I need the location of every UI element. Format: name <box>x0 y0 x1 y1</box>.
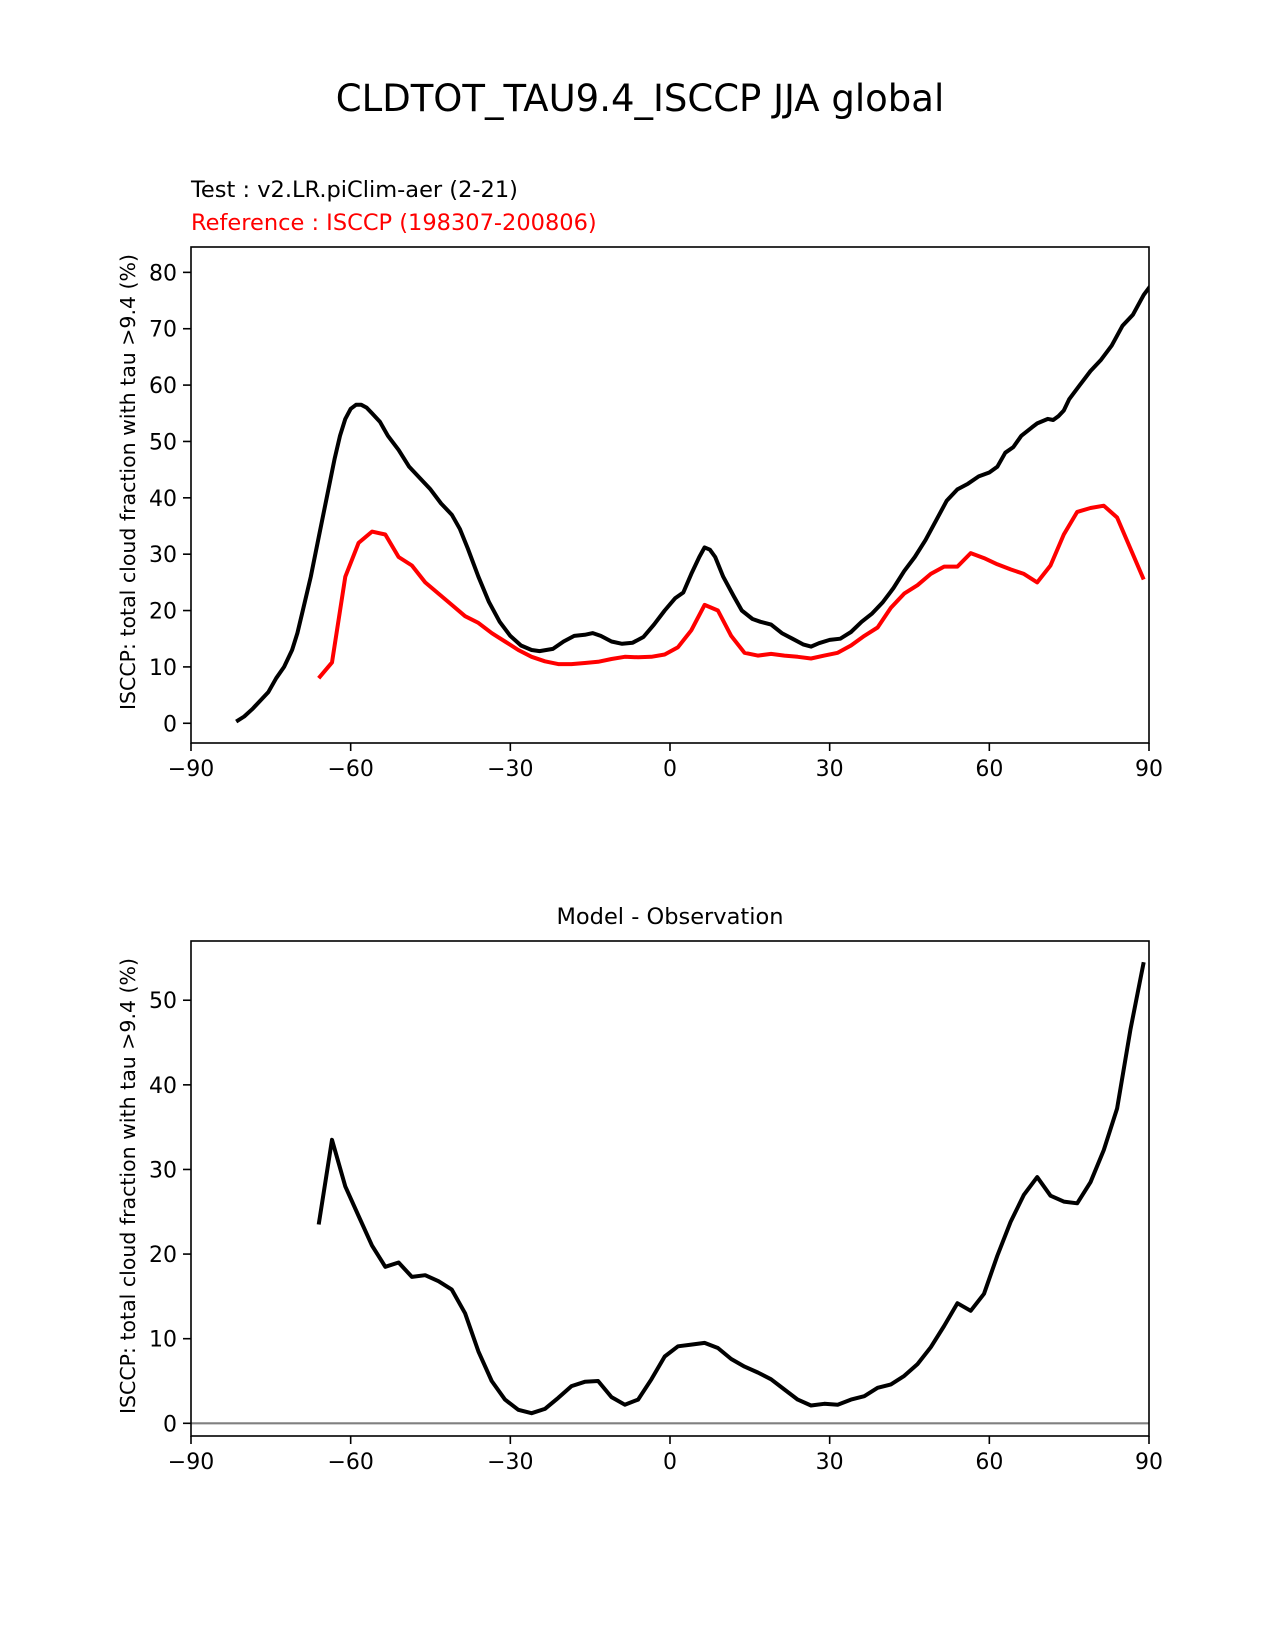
x-tick-label: 60 <box>975 757 1003 782</box>
axes-frame <box>190 940 1150 1437</box>
y-tick-label: 30 <box>149 1158 177 1183</box>
x-tick-label: 0 <box>663 757 677 782</box>
x-tick-label: −90 <box>168 1450 214 1475</box>
main-comparison-panel: Test : v2.LR.piClim-aer (2-21) Reference… <box>116 177 1163 782</box>
reference-series-line <box>317 503 1146 680</box>
reference-label: Reference : ISCCP (198307-200806) <box>191 210 597 236</box>
x-tick-label: 30 <box>816 1450 844 1475</box>
y-tick-label: 40 <box>149 487 177 512</box>
diff-title: Model - Observation <box>557 904 784 930</box>
x-tick-label: 30 <box>816 757 844 782</box>
y-tick-label: 10 <box>149 656 177 681</box>
axes-frame <box>190 246 1150 744</box>
y-tick-label: 0 <box>163 712 177 737</box>
x-tick-label: −90 <box>168 757 214 782</box>
x-tick-label: 90 <box>1135 1450 1163 1475</box>
y-tick-label: 60 <box>149 374 177 399</box>
figure-title: CLDTOT_TAU9.4_ISCCP JJA global <box>336 77 944 120</box>
difference-panel: Model - Observation −90 −60 −30 0 30 60 90 0 10 2… <box>116 904 1163 1475</box>
bottom-plot-area: −90 −60 −30 0 30 60 90 0 10 20 30 40 50 <box>149 940 1163 1475</box>
top-plot-area: −90 −60 −30 0 30 60 90 0 10 20 30 40 50 60 70 80 <box>149 246 1163 782</box>
y-tick-label: 50 <box>149 989 177 1014</box>
top-ylabel: ISCCP: total cloud fraction with tau >9.… <box>116 254 140 710</box>
x-tick-label: −60 <box>327 757 373 782</box>
y-tick-label: 80 <box>149 261 177 286</box>
y-tick-label: 50 <box>149 430 177 455</box>
y-tick-label: 10 <box>149 1328 177 1353</box>
y-tick-label: 20 <box>149 1243 177 1268</box>
y-tick-label: 70 <box>149 318 177 343</box>
test-series-line <box>235 284 1149 724</box>
y-tick-label: 40 <box>149 1074 177 1099</box>
y-tick-label: 30 <box>149 543 177 568</box>
y-tick-label: 20 <box>149 600 177 625</box>
x-tick-label: 60 <box>975 1450 1003 1475</box>
x-tick-label: 90 <box>1135 757 1163 782</box>
x-tick-label: −30 <box>487 757 533 782</box>
y-tick-label: 0 <box>163 1412 177 1437</box>
x-tick-label: −60 <box>327 1450 373 1475</box>
test-label: Test : v2.LR.piClim-aer (2-21) <box>190 177 518 203</box>
difference-series-line <box>316 961 1146 1416</box>
bottom-ylabel: ISCCP: total cloud fraction with tau >9.… <box>116 958 140 1414</box>
x-tick-label: 0 <box>663 1450 677 1475</box>
x-tick-label: −30 <box>487 1450 533 1475</box>
